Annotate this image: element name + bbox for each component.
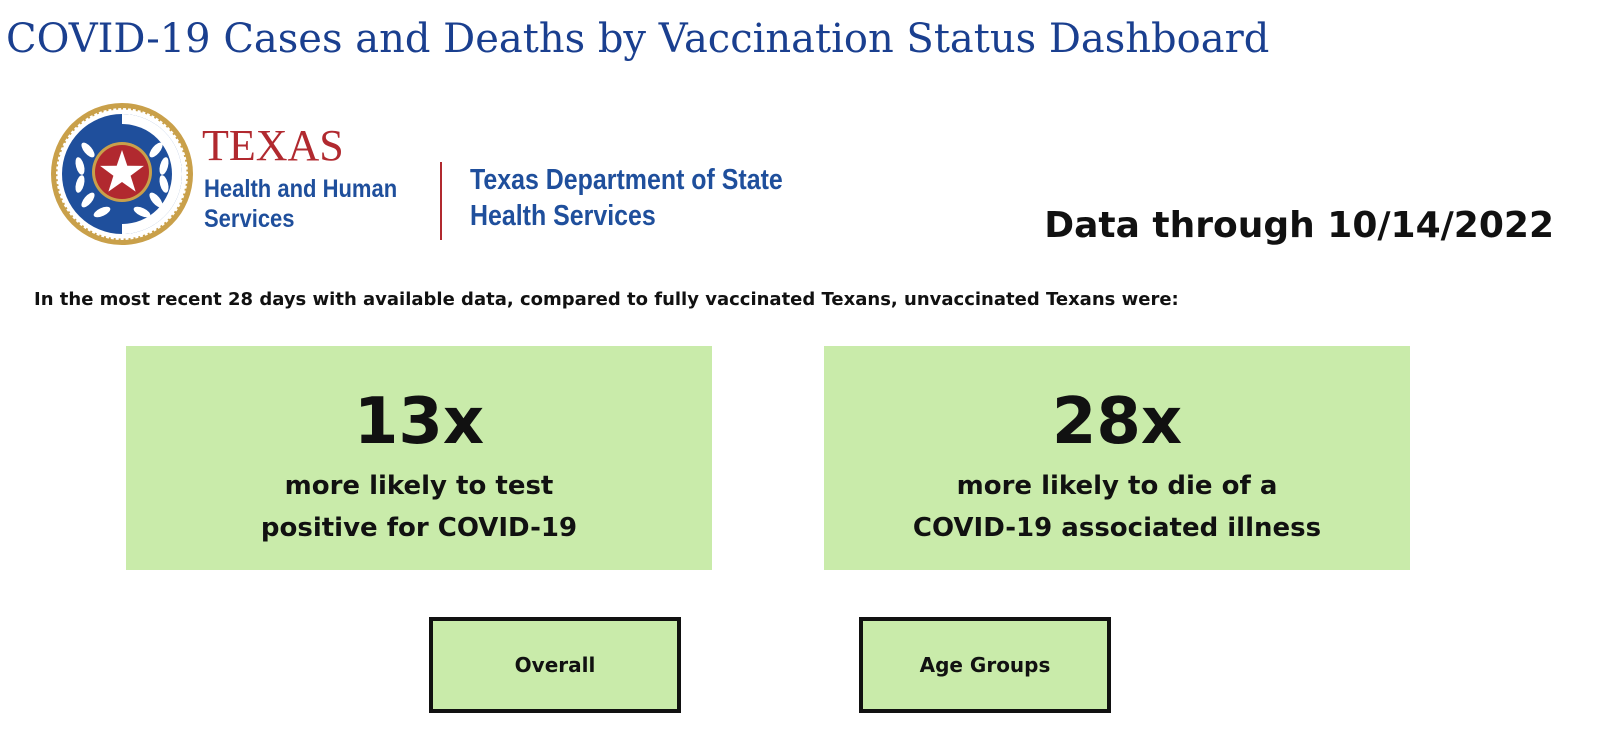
logo-divider bbox=[440, 162, 442, 240]
age-groups-button[interactable]: Age Groups bbox=[859, 617, 1111, 713]
stat-description-line-1: more likely to die of a bbox=[956, 471, 1278, 501]
stat-value: 13x bbox=[353, 385, 485, 459]
intro-text: In the most recent 28 days with availabl… bbox=[34, 289, 1179, 310]
hhs-name-line-1: Health and Human bbox=[204, 175, 398, 203]
stat-card-deaths: 28x more likely to die of a COVID-19 ass… bbox=[824, 346, 1410, 570]
page-title: COVID-19 Cases and Deaths by Vaccination… bbox=[6, 16, 1270, 62]
dshs-name-line-2: Health Services bbox=[470, 200, 656, 232]
agency-logo: TEXAS Health and Human Services Texas De… bbox=[50, 100, 810, 250]
hhs-name-line-2: Services bbox=[204, 205, 295, 233]
stat-value: 28x bbox=[1051, 385, 1183, 459]
overall-button[interactable]: Overall bbox=[429, 617, 681, 713]
stat-description-line-2: positive for COVID-19 bbox=[260, 513, 578, 543]
stat-card-cases: 13x more likely to test positive for COV… bbox=[126, 346, 712, 570]
stat-description-line-2: COVID-19 associated illness bbox=[912, 513, 1322, 543]
dshs-name-line-1: Texas Department of State bbox=[470, 164, 783, 196]
hhs-texas-wordmark: TEXAS bbox=[202, 121, 344, 170]
data-through-date: Data through 10/14/2022 bbox=[1044, 205, 1554, 246]
stat-description-line-1: more likely to test bbox=[284, 471, 554, 501]
texas-seal-icon bbox=[51, 103, 193, 245]
